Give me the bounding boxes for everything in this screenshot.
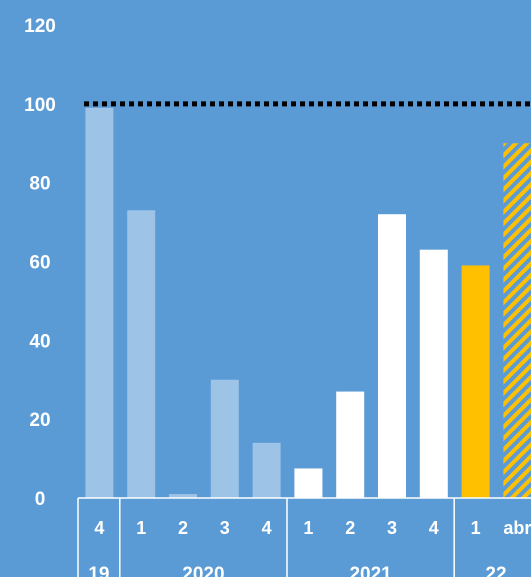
bar (210, 379, 239, 498)
x-tick-label: 3 (387, 518, 397, 538)
bar (169, 494, 197, 498)
x-tick-label: 4 (94, 518, 104, 538)
y-tick-label: 20 (29, 410, 50, 431)
x-tick-label: 1 (303, 518, 313, 538)
x-tick-label: 1 (471, 518, 481, 538)
bars (85, 107, 531, 499)
bar (378, 214, 406, 498)
y-tick-label: 120 (24, 16, 56, 37)
x-tick-label: 4 (262, 518, 272, 538)
x-group-label: 19 (88, 564, 109, 577)
y-tick-label: 100 (24, 95, 56, 116)
x-tick-label: 3 (220, 518, 230, 538)
y-tick-label: 60 (29, 253, 50, 274)
y-tick-label: 80 (29, 174, 50, 195)
bar (294, 468, 323, 498)
y-tick-label: 40 (29, 331, 50, 352)
bar (85, 107, 114, 499)
x-tick-label: 1 (136, 518, 146, 538)
bar (461, 265, 490, 498)
bar (419, 249, 448, 498)
bar (503, 143, 531, 498)
x-axis: 4 1 2 3 4 1 2 3 4 1 abr 19 2020 2021 22 (77, 497, 531, 577)
x-group-label: 2021 (349, 564, 392, 577)
y-tick-label: 0 (35, 489, 46, 510)
bar (336, 391, 365, 498)
x-group-label: 2020 (182, 564, 224, 577)
bar (127, 210, 156, 498)
x-group-label: 22 (485, 564, 506, 577)
x-tick-label: abr (503, 518, 531, 538)
y-axis: 0 20 40 60 80 100 120 (24, 16, 56, 510)
x-tick-label: 4 (429, 518, 439, 538)
x-tick-label: 2 (345, 518, 355, 538)
bar (252, 442, 281, 498)
x-tick-label: 2 (178, 518, 188, 538)
